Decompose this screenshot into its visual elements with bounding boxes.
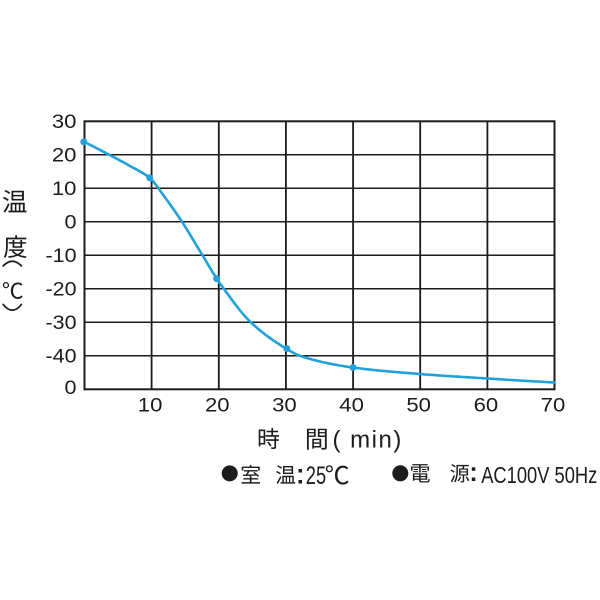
svg-text:0: 0	[65, 213, 77, 234]
svg-text:( min): ( min)	[333, 427, 403, 454]
svg-text:-20: -20	[46, 280, 77, 301]
svg-text:60: 60	[474, 396, 499, 417]
svg-text:30: 30	[272, 396, 297, 417]
svg-text:-40: -40	[46, 347, 77, 368]
svg-text:20: 20	[52, 146, 77, 167]
svg-text:10: 10	[138, 396, 163, 417]
svg-text:AC100V 50Hz: AC100V 50Hz	[481, 463, 597, 489]
svg-text:30: 30	[52, 112, 77, 133]
svg-text:50: 50	[406, 396, 431, 417]
svg-text:-10: -10	[46, 246, 77, 267]
svg-text:20: 20	[205, 396, 230, 417]
svg-text:-30: -30	[46, 313, 77, 334]
svg-text:0: 0	[65, 378, 77, 399]
svg-text:25: 25	[306, 461, 326, 490]
svg-text:40: 40	[339, 396, 364, 417]
svg-text:70: 70	[541, 396, 566, 417]
svg-text:10: 10	[52, 179, 77, 200]
